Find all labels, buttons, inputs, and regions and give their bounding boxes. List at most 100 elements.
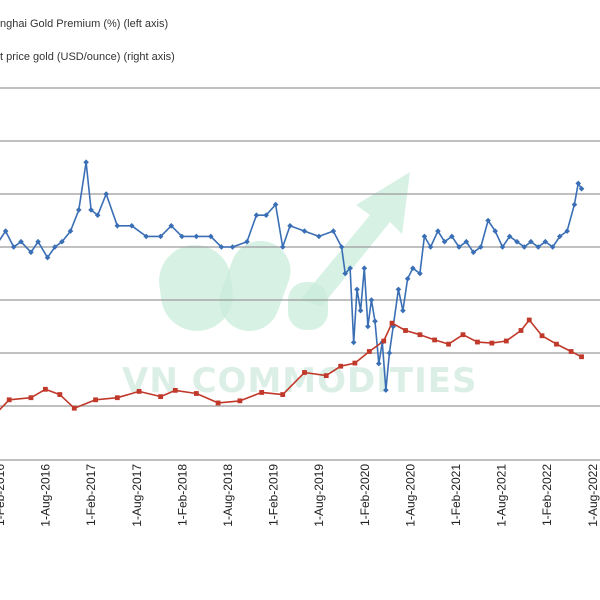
data-point-premium <box>535 244 542 250</box>
data-point-gold-price <box>280 392 286 397</box>
data-point-premium <box>168 223 175 229</box>
gridlines <box>0 87 600 461</box>
data-point-premium <box>368 297 375 303</box>
data-point-premium <box>375 360 382 367</box>
data-point-premium <box>410 265 416 271</box>
data-point-premium <box>67 228 74 234</box>
data-point-gold-price <box>417 332 423 338</box>
x-tick-label: 1-Aug-2020 <box>403 464 417 527</box>
data-point-gold-price <box>172 387 178 393</box>
data-point-premium <box>514 238 520 245</box>
data-point-premium <box>10 244 17 250</box>
data-point-premium <box>506 233 513 240</box>
data-point-gold-price <box>338 363 344 369</box>
data-point-gold-price <box>158 394 164 400</box>
series-markers <box>2 159 585 411</box>
data-point-premium <box>578 185 585 192</box>
data-point-premium <box>395 286 402 293</box>
data-point-premium <box>542 238 549 245</box>
data-point-premium <box>449 233 455 240</box>
data-point-premium <box>157 233 164 240</box>
data-point-premium <box>357 307 364 314</box>
data-point-premium <box>2 228 9 234</box>
data-point-premium <box>528 238 534 245</box>
data-point-gold-price <box>366 349 372 354</box>
data-point-premium <box>330 228 337 234</box>
data-point-gold-price <box>539 333 545 339</box>
data-point-gold-price <box>460 332 466 338</box>
data-point-premium <box>556 233 563 240</box>
x-tick-label: 1-Feb-2021 <box>449 464 463 526</box>
data-point-gold-price <box>518 328 524 333</box>
data-point-premium <box>18 238 24 245</box>
data-point-premium <box>477 244 484 250</box>
data-point-premium <box>347 265 353 271</box>
data-point-premium <box>427 244 434 250</box>
x-tick-label: 1-Aug-2019 <box>312 464 326 527</box>
data-point-premium <box>301 228 308 234</box>
data-point-gold-price <box>489 340 495 346</box>
data-point-gold-price <box>6 397 12 403</box>
data-point-gold-price <box>381 338 387 344</box>
data-point-premium <box>386 350 393 356</box>
data-point-gold-price <box>57 392 63 397</box>
data-point-premium <box>338 244 345 250</box>
data-point-premium <box>365 323 371 330</box>
data-point-premium <box>499 244 506 250</box>
data-point-premium <box>492 228 498 234</box>
data-point-premium <box>383 387 389 393</box>
watermark-logo-bar-1 <box>159 245 233 331</box>
x-tick-label: 1-Feb-2019 <box>267 464 281 526</box>
data-point-premium <box>549 244 556 250</box>
data-point-gold-price <box>568 349 574 354</box>
data-point-premium <box>59 238 65 245</box>
data-point-gold-price <box>93 397 98 403</box>
data-point-gold-price <box>352 360 358 366</box>
data-point-premium <box>28 249 34 256</box>
data-point-premium <box>44 254 51 261</box>
data-point-premium <box>114 223 121 229</box>
data-point-gold-price <box>193 391 199 396</box>
watermark: VN COMMODITIES <box>122 172 476 401</box>
data-point-premium <box>421 233 428 240</box>
data-point-gold-price <box>432 337 438 343</box>
data-point-gold-price <box>389 320 395 326</box>
data-point-premium <box>103 191 110 197</box>
data-point-premium <box>83 159 89 165</box>
data-point-premium <box>521 244 528 250</box>
data-point-gold-price <box>215 400 221 406</box>
data-point-gold-price <box>28 395 34 401</box>
legend-entry-gold-price: t price gold (USD/ounce) (right axis) <box>0 51 175 63</box>
data-point-gold-price <box>237 398 243 404</box>
x-tick-label: 1-Aug-2017 <box>130 464 144 527</box>
x-tick-label: 1-Aug-2022 <box>586 464 600 527</box>
data-point-gold-price <box>554 341 559 347</box>
data-point-premium <box>404 276 411 282</box>
data-point-premium <box>470 249 477 256</box>
data-point-premium <box>179 233 185 240</box>
data-point-premium <box>244 238 250 245</box>
data-point-premium <box>400 307 406 314</box>
series-line-premium <box>0 161 583 391</box>
x-tick-label: 1-Aug-2018 <box>221 464 235 527</box>
data-point-premium <box>35 238 41 245</box>
data-point-gold-price <box>259 390 265 395</box>
x-tick-label: 1-Feb-2022 <box>540 464 554 526</box>
data-point-premium <box>435 228 441 234</box>
data-point-premium <box>441 238 448 245</box>
data-point-premium <box>94 212 101 218</box>
x-tick-label: 1-Feb-2020 <box>358 464 372 526</box>
data-point-gold-price <box>302 370 307 375</box>
x-axis-ticks: 1-Feb-2016 1-Aug-2016 1-Feb-2017 1-Aug-2017… <box>0 464 600 527</box>
data-point-premium <box>229 244 236 250</box>
data-point-premium <box>372 318 378 324</box>
data-point-premium <box>417 270 423 277</box>
data-point-premium <box>575 180 582 187</box>
data-point-premium <box>88 207 94 213</box>
data-point-premium <box>75 207 82 213</box>
data-point-premium <box>463 238 470 245</box>
data-point-premium <box>193 233 200 240</box>
data-point-gold-price <box>403 328 408 333</box>
x-tick-label: 1-Feb-2016 <box>0 464 7 526</box>
data-point-gold-price <box>503 338 509 344</box>
